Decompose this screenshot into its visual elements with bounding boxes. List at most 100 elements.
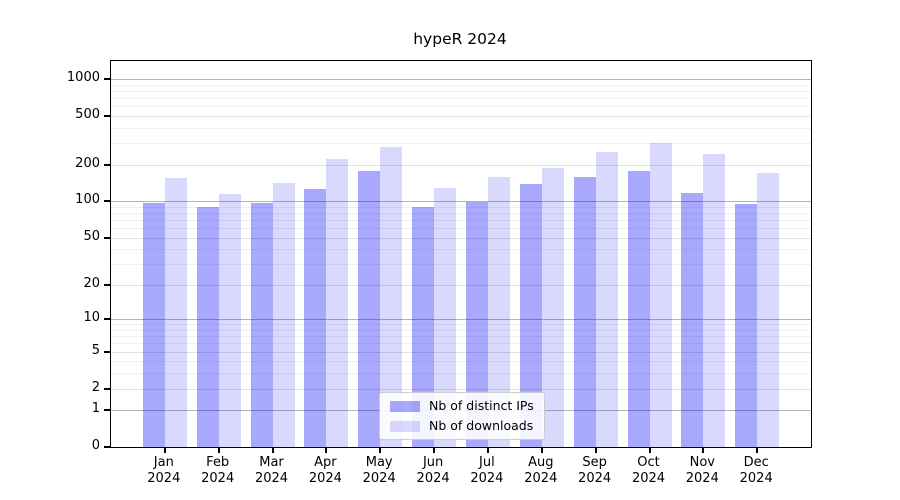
x-tick-label-aug-2024: Aug 2024 [524, 455, 558, 486]
gridline-y-800 [111, 90, 811, 92]
gridline-y-100 [111, 201, 811, 203]
x-tick-label-mar-2024: Mar 2024 [254, 455, 289, 486]
x-tick-label-nov-2024: Nov 2024 [685, 455, 719, 486]
y-tick-mark-50 [104, 236, 110, 239]
x-tick-mark-oct-2024 [648, 448, 651, 453]
y-tick-label-20: 20 [83, 275, 100, 291]
gridline-y-70 [111, 219, 811, 221]
bar-downloads-may-2024 [380, 146, 403, 447]
x-tick-label-oct-2024: Oct 2024 [631, 455, 666, 486]
bar-downloads-aug-2024 [541, 168, 564, 447]
legend-label-distinct-ips: Nb of distinct IPs [429, 398, 534, 413]
legend-swatch-downloads-icon [390, 420, 420, 432]
x-tick-label-jan-2024: Jan 2024 [147, 455, 181, 486]
y-tick-label-1: 1 [91, 401, 100, 417]
x-tick-mark-sep-2024 [594, 448, 597, 453]
bar-distinct-ips-dec-2024 [735, 203, 758, 447]
bar-distinct-ips-sep-2024 [573, 177, 596, 447]
gridline-y-200 [111, 164, 811, 166]
gridline-y-7 [111, 336, 811, 338]
bar-downloads-dec-2024 [757, 172, 780, 447]
gridline-y-40 [111, 249, 811, 251]
gridline-y-90 [111, 206, 811, 208]
gridline-y-60 [111, 228, 811, 229]
x-tick-mark-jun-2024 [433, 448, 436, 453]
y-tick-mark-1000 [104, 78, 110, 80]
gridline-y-400 [111, 127, 811, 129]
gridline-y-5 [111, 351, 811, 353]
gridline-y-3 [111, 373, 811, 375]
bar-distinct-ips-may-2024 [358, 170, 381, 447]
y-tick-mark-20 [104, 283, 110, 286]
x-tick-label-feb-2024: Feb 2024 [201, 455, 235, 486]
bar-distinct-ips-apr-2024 [304, 189, 327, 447]
y-tick-mark-1 [104, 409, 110, 412]
gridline-y-300 [111, 143, 811, 144]
bar-distinct-ips-nov-2024 [681, 193, 704, 447]
x-tick-mark-jan-2024 [163, 448, 166, 453]
x-tick-label-dec-2024: Dec 2024 [739, 455, 773, 486]
y-tick-mark-10 [104, 318, 110, 321]
x-tick-mark-aug-2024 [540, 448, 543, 453]
x-tick-mark-mar-2024 [271, 448, 274, 453]
gridline-y-8 [111, 330, 811, 331]
gridline-y-700 [111, 97, 811, 99]
x-tick-mark-apr-2024 [325, 448, 328, 453]
gridline-y-1000 [111, 79, 811, 80]
bar-downloads-feb-2024 [218, 194, 241, 447]
gridline-y-600 [111, 106, 811, 108]
gridline-y-20 [111, 284, 811, 286]
x-tick-mark-jul-2024 [486, 448, 489, 453]
x-tick-label-apr-2024: Apr 2024 [308, 455, 342, 486]
gridline-y-500 [111, 115, 811, 117]
bar-distinct-ips-mar-2024 [250, 203, 273, 447]
bar-downloads-jul-2024 [487, 177, 510, 447]
y-tick-label-5: 5 [91, 342, 100, 358]
gridline-y-900 [111, 84, 811, 86]
bar-distinct-ips-feb-2024 [196, 207, 219, 447]
plot-area: Nb of distinct IPs Nb of downloads [110, 60, 812, 448]
bar-distinct-ips-jan-2024 [142, 203, 165, 447]
bar-distinct-ips-jul-2024 [465, 201, 488, 447]
y-tick-label-0: 0 [91, 438, 100, 453]
x-tick-label-jun-2024: Jun 2024 [416, 455, 450, 486]
gridline-y-9 [111, 324, 811, 326]
y-tick-mark-5 [104, 350, 110, 353]
y-tick-label-200: 200 [75, 155, 100, 171]
y-tick-mark-100 [104, 200, 110, 203]
y-tick-label-500: 500 [75, 106, 100, 122]
legend-swatch-distinct-ips-icon [390, 400, 420, 412]
y-tick-mark-0 [104, 446, 110, 448]
y-tick-label-1000: 1000 [66, 70, 100, 85]
y-tick-label-50: 50 [83, 228, 100, 244]
bar-downloads-jun-2024 [434, 188, 457, 447]
legend-item-distinct-ips: Nb of distinct IPs [390, 399, 534, 413]
chart-title: hypeR 2024 [413, 30, 507, 48]
x-tick-label-may-2024: May 2024 [362, 455, 396, 486]
x-tick-mark-feb-2024 [217, 448, 220, 453]
bar-distinct-ips-jun-2024 [412, 206, 435, 447]
legend-label-downloads: Nb of downloads [429, 418, 534, 433]
bar-distinct-ips-aug-2024 [519, 183, 542, 447]
legend: Nb of distinct IPs Nb of downloads [379, 392, 545, 440]
x-tick-label-sep-2024: Sep 2024 [578, 455, 612, 486]
bar-distinct-ips-oct-2024 [627, 171, 650, 447]
gridline-y-10 [111, 319, 811, 321]
bar-downloads-apr-2024 [326, 159, 349, 447]
y-tick-label-100: 100 [75, 192, 100, 208]
bar-downloads-oct-2024 [649, 143, 672, 447]
gridline-y-50 [111, 237, 811, 239]
y-tick-label-2: 2 [91, 379, 100, 395]
x-tick-mark-may-2024 [379, 448, 382, 453]
gridline-y-2 [111, 388, 811, 390]
gridline-y-30 [111, 264, 811, 266]
gridline-y-4 [111, 361, 811, 363]
x-tick-mark-nov-2024 [702, 448, 705, 453]
legend-item-downloads: Nb of downloads [390, 419, 534, 433]
gridline-y-6 [111, 343, 811, 345]
x-tick-label-jul-2024: Jul 2024 [470, 455, 504, 486]
y-tick-mark-2 [104, 387, 110, 390]
bar-downloads-sep-2024 [595, 151, 618, 447]
bar-downloads-mar-2024 [272, 183, 295, 447]
